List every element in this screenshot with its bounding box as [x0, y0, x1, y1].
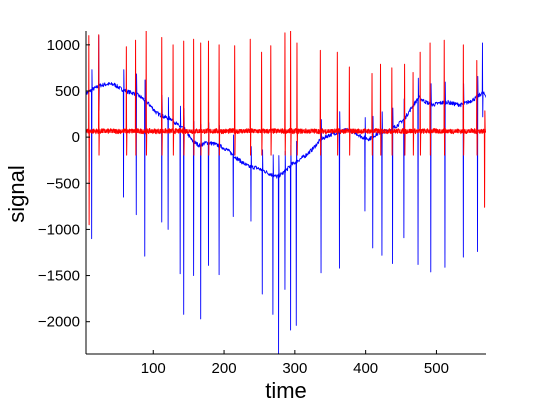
- x-tick-label: 300: [282, 360, 307, 377]
- x-tick-label: 100: [141, 360, 166, 377]
- x-tick-label: 500: [424, 360, 449, 377]
- y-tick-label: 1000: [47, 37, 80, 54]
- y-tick-label: 500: [55, 83, 80, 100]
- series-2-baseline-band: [86, 129, 486, 133]
- tick-labels: 100 200 300 400 500 1000 500 0 −500 −1000 −1500 −20…: [38, 37, 449, 377]
- series-line-1: [86, 35, 486, 354]
- x-tick-label: 200: [212, 360, 237, 377]
- y-axis-label: signal: [4, 165, 29, 222]
- y-tick-label: 0: [72, 129, 80, 146]
- y-tick-label: −1500: [38, 268, 80, 285]
- axes: [85, 31, 486, 355]
- y-tick-label: −1000: [38, 221, 80, 238]
- x-tick-label: 400: [353, 360, 378, 377]
- y-tick-label: −2000: [38, 314, 80, 331]
- series-line-2: [86, 31, 486, 226]
- x-axis-label: time: [265, 378, 307, 403]
- y-tick-label: −500: [46, 175, 80, 192]
- series-layer: [86, 31, 486, 354]
